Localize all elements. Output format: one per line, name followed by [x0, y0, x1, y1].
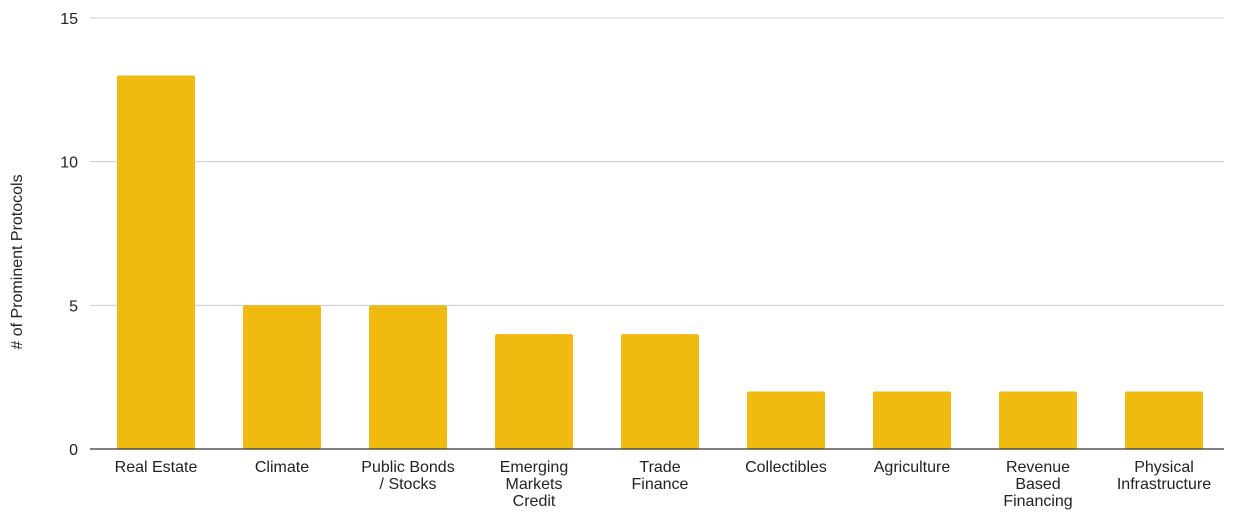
x-tick-label-line: Revenue	[1006, 459, 1070, 476]
x-tick-label-line: Physical	[1134, 459, 1194, 476]
x-tick-label-line: Markets	[506, 476, 563, 493]
x-tick-label-line: Credit	[513, 493, 556, 510]
x-tick-label: Real Estate	[115, 459, 198, 476]
x-tick-label: Agriculture	[874, 459, 951, 476]
bar	[1125, 391, 1203, 449]
bar	[369, 305, 447, 449]
x-tick-label: Climate	[255, 459, 309, 476]
bar	[495, 334, 573, 449]
x-tick-label-line: Climate	[255, 459, 309, 476]
bars	[117, 75, 1203, 449]
x-tick-label: Trade Finance	[632, 459, 689, 493]
x-tick-label-line: Based	[1015, 476, 1060, 493]
x-tick-label: Revenue Based Financing	[1003, 459, 1072, 510]
x-tick-label-line: Emerging	[500, 459, 568, 476]
bar	[117, 75, 195, 449]
x-tick-label-line: Real Estate	[115, 459, 198, 476]
bar	[621, 334, 699, 449]
x-tick-labels: Real Estate Climate Public Bonds / Stocks Em…	[115, 459, 1212, 510]
x-tick-label-line: Trade	[639, 459, 680, 476]
x-tick-label: Emerging Markets Credit	[500, 459, 568, 510]
x-tick-label-line: Agriculture	[874, 459, 951, 476]
y-tick-label: 0	[69, 442, 78, 459]
y-tick-label: 15	[60, 11, 78, 28]
bar	[747, 391, 825, 449]
y-tick-labels: 0 5 10 15	[60, 11, 78, 459]
bar	[873, 391, 951, 449]
x-tick-label-line: / Stocks	[380, 476, 437, 493]
x-tick-label: Public Bonds / Stocks	[361, 459, 454, 493]
x-tick-label: Collectibles	[745, 459, 827, 476]
gridlines	[90, 17, 1224, 306]
x-tick-label-line: Public Bonds	[361, 459, 454, 476]
x-tick-label: Physical Infrastructure	[1117, 459, 1211, 493]
y-tick-label: 10	[60, 155, 78, 172]
y-tick-label: 5	[69, 298, 78, 315]
bar	[999, 391, 1077, 449]
y-axis-label: # of Prominent Protocols	[9, 174, 26, 349]
bar	[243, 305, 321, 449]
x-tick-label-line: Finance	[632, 476, 689, 493]
x-tick-label-line: Infrastructure	[1117, 476, 1211, 493]
x-tick-label-line: Collectibles	[745, 459, 827, 476]
x-tick-label-line: Financing	[1003, 493, 1072, 510]
